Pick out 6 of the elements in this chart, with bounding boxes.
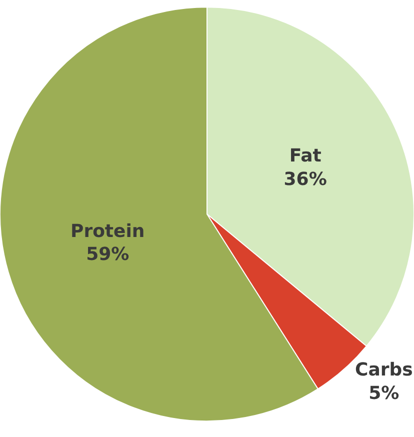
slice-label: Carbs (354, 360, 413, 381)
data-label: 36% (284, 169, 327, 190)
data-label: 59% (86, 244, 130, 266)
slice-label: Protein (70, 220, 145, 242)
slice-label: Fat (289, 146, 322, 167)
data-label: 5% (368, 383, 400, 404)
